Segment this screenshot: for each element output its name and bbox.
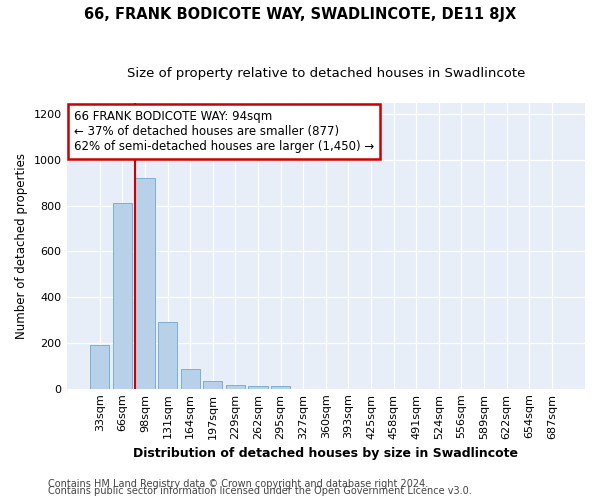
Bar (226, 384, 245, 388)
Bar (158, 322, 177, 388)
Title: Size of property relative to detached houses in Swadlincote: Size of property relative to detached ho… (127, 68, 525, 80)
Text: Contains public sector information licensed under the Open Government Licence v3: Contains public sector information licen… (48, 486, 472, 496)
Bar (181, 368, 200, 388)
Text: 66 FRANK BODICOTE WAY: 94sqm
← 37% of detached houses are smaller (877)
62% of s: 66 FRANK BODICOTE WAY: 94sqm ← 37% of de… (74, 110, 374, 152)
Bar (203, 380, 223, 388)
Bar (271, 386, 290, 388)
Bar (113, 203, 132, 388)
Bar (248, 386, 268, 388)
Text: 66, FRANK BODICOTE WAY, SWADLINCOTE, DE11 8JX: 66, FRANK BODICOTE WAY, SWADLINCOTE, DE1… (84, 8, 516, 22)
Bar (90, 344, 109, 389)
X-axis label: Distribution of detached houses by size in Swadlincote: Distribution of detached houses by size … (133, 447, 518, 460)
Y-axis label: Number of detached properties: Number of detached properties (15, 152, 28, 338)
Text: Contains HM Land Registry data © Crown copyright and database right 2024.: Contains HM Land Registry data © Crown c… (48, 479, 428, 489)
Bar (136, 178, 155, 388)
